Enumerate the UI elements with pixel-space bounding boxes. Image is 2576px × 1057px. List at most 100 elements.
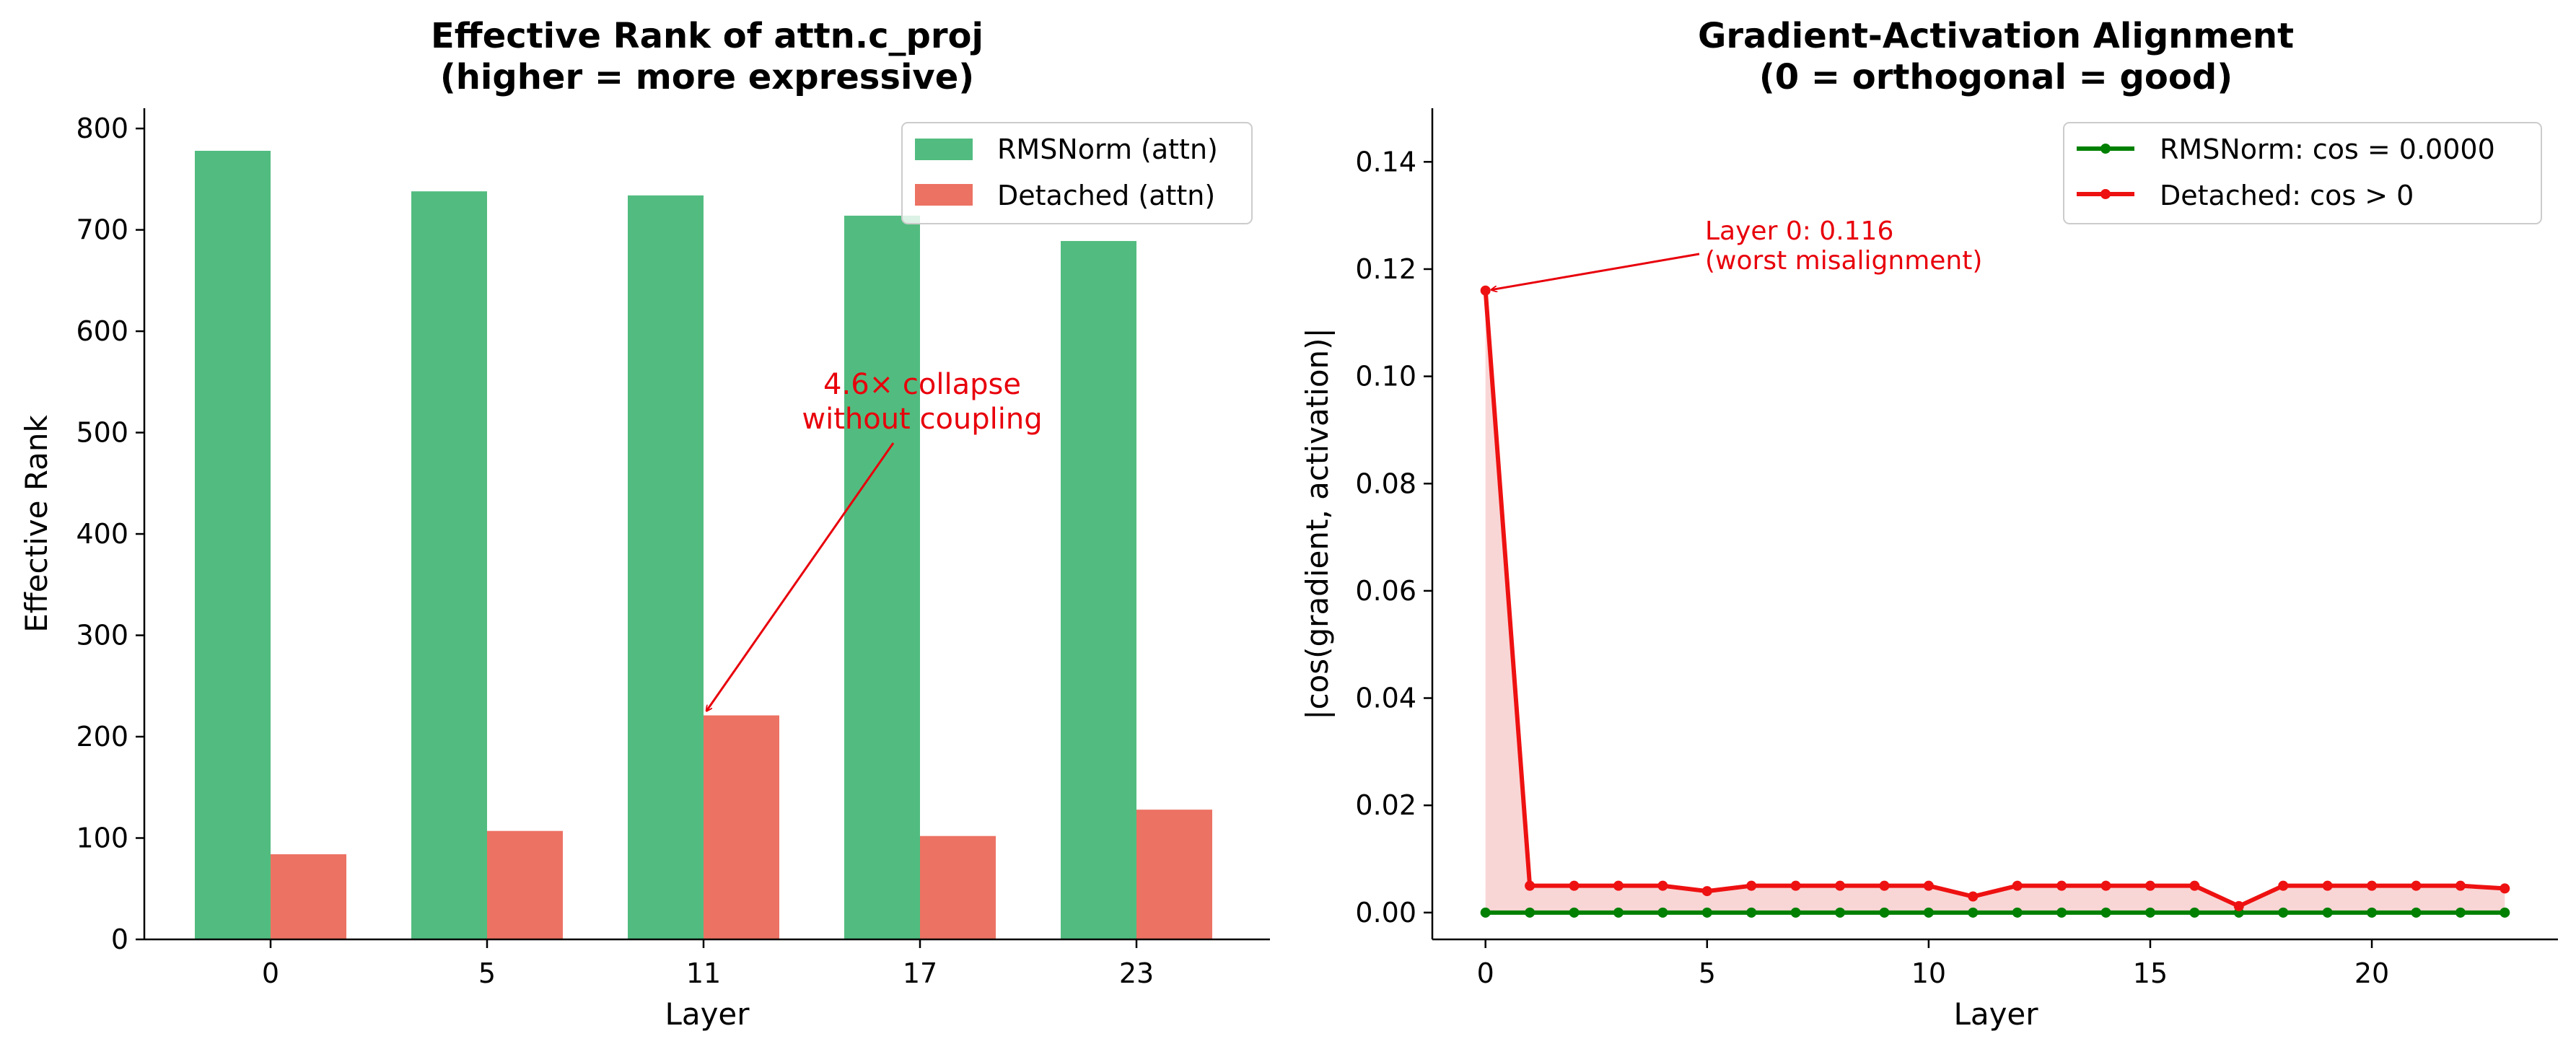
point-detached-cos-0-layer-15 (2145, 880, 2155, 891)
legend-swatch-rmsnorm-attn (915, 139, 973, 160)
left-y-axis-ticks: 0 100 200 300 400 500 600 700 800 (76, 113, 144, 955)
point-rmsnorm-cos-0-0000-layer-4 (1657, 907, 1668, 918)
point-rmsnorm-cos-0-0000-layer-23 (2500, 907, 2510, 918)
left-title-line1: Effective Rank of attn.c_proj (431, 16, 983, 56)
point-rmsnorm-cos-0-0000-layer-6 (1746, 907, 1757, 918)
point-rmsnorm-cos-0-0000-layer-21 (2411, 907, 2422, 918)
collapse-annotation: 4.6× collapse without coupling (706, 368, 1043, 711)
left-y-tick-label: 700 (76, 214, 128, 246)
right-y-tick-label: 0.06 (1355, 575, 1416, 607)
right-legend-frame (2063, 122, 2542, 224)
point-detached-cos-0-layer-22 (2455, 880, 2466, 891)
legend-label-rmsnorm-attn: RMSNorm (attn) (997, 133, 1218, 165)
point-detached-cos-0-layer-12 (2012, 880, 2023, 891)
right-x-tick-label: 0 (1477, 957, 1494, 989)
left-y-tick-label: 400 (76, 518, 128, 550)
point-rmsnorm-cos-0-0000-layer-16 (2189, 907, 2200, 918)
point-detached-cos-0-layer-6 (1746, 880, 1757, 891)
point-rmsnorm-cos-0-0000-layer-18 (2278, 907, 2289, 918)
legend-label-detached-attn: Detached (attn) (997, 180, 1215, 211)
point-rmsnorm-cos-0-0000-layer-9 (1879, 907, 1890, 918)
bar-detached-attn-layer-11 (704, 715, 779, 939)
collapse-annotation-line2: without coupling (802, 403, 1042, 436)
point-detached-cos-0-layer-9 (1879, 880, 1890, 891)
right-x-axis-ticks: 0 5 10 15 20 (1477, 939, 2389, 989)
point-rmsnorm-cos-0-0000-layer-7 (1790, 907, 1801, 918)
point-detached-cos-0-layer-21 (2411, 880, 2422, 891)
bar-detached-attn-layer-17 (920, 835, 996, 939)
left-legend-frame (901, 122, 1253, 224)
point-rmsnorm-cos-0-0000-layer-1 (1525, 907, 1535, 918)
line-detached-cos-0 (1483, 290, 2505, 908)
point-detached-cos-0-layer-19 (2322, 880, 2333, 891)
point-rmsnorm-cos-0-0000-layer-2 (1569, 907, 1580, 918)
left-y-axis-label: Effective Rank (19, 415, 54, 633)
right-title-line1: Gradient-Activation Alignment (1698, 16, 2294, 56)
point-rmsnorm-cos-0-0000-layer-14 (2100, 907, 2111, 918)
right-y-axis-label: |cos(gradient, activation)| (1300, 328, 1335, 719)
point-detached-cos-0-layer-2 (1569, 880, 1580, 891)
bar-detached-attn-layer-5 (487, 830, 563, 939)
left-y-tick-label: 600 (76, 315, 128, 347)
legend-label-rmsnorm: RMSNorm: cos = 0.0000 (2160, 133, 2495, 165)
left-y-tick-label: 200 (76, 721, 128, 753)
left-bars (195, 151, 1212, 940)
point-detached-cos-0-layer-7 (1790, 880, 1801, 891)
point-detached-cos-0-layer-18 (2278, 880, 2289, 891)
left-y-tick-label: 100 (76, 823, 128, 854)
right-x-tick-label: 10 (1911, 957, 1946, 989)
right-y-tick-label: 0.08 (1355, 468, 1416, 499)
left-y-tick-label: 0 (111, 924, 128, 955)
left-title-line2: (higher = more expressive) (440, 57, 974, 97)
point-detached-cos-0-layer-14 (2100, 880, 2111, 891)
misalignment-annotation: Layer 0: 0.116 (worst misalignment) (1491, 216, 1982, 290)
left-y-tick-label: 800 (76, 113, 128, 144)
collapse-annotation-line1: 4.6× collapse (823, 368, 1021, 401)
right-x-tick-label: 20 (2354, 957, 2389, 989)
point-rmsnorm-cos-0-0000-layer-12 (2012, 907, 2023, 918)
left-x-axis-ticks: 0 5 11 17 23 (262, 939, 1154, 989)
legend-marker-detached (2100, 189, 2111, 199)
bar-detached-attn-layer-0 (271, 854, 346, 939)
point-rmsnorm-cos-0-0000-layer-5 (1701, 907, 1712, 918)
bar-rmsnorm-attn-layer-0 (195, 151, 271, 939)
point-rmsnorm-cos-0-0000-layer-8 (1835, 907, 1846, 918)
misalignment-annotation-line2: (worst misalignment) (1705, 246, 1982, 276)
left-x-tick-label: 11 (686, 957, 721, 989)
point-detached-cos-0-layer-23 (2500, 883, 2510, 894)
detached-area-fill (1485, 290, 2505, 913)
point-rmsnorm-cos-0-0000-layer-0 (1480, 907, 1491, 918)
left-y-tick-label: 300 (76, 620, 128, 652)
point-detached-cos-0-layer-8 (1835, 880, 1846, 891)
right-legend: RMSNorm: cos = 0.0000 Detached: cos > 0 (2063, 122, 2542, 224)
point-detached-cos-0-layer-20 (2367, 880, 2378, 891)
right-y-tick-label: 0.10 (1355, 361, 1416, 392)
point-detached-cos-0-layer-4 (1657, 880, 1668, 891)
right-y-tick-label: 0.12 (1355, 253, 1416, 285)
point-rmsnorm-cos-0-0000-layer-10 (1923, 907, 1934, 918)
left-legend: RMSNorm (attn) Detached (attn) (901, 122, 1253, 224)
legend-marker-rmsnorm (2100, 144, 2111, 154)
point-rmsnorm-cos-0-0000-layer-13 (2056, 907, 2067, 918)
left-x-tick-label: 5 (478, 957, 496, 989)
point-rmsnorm-cos-0-0000-layer-20 (2367, 907, 2378, 918)
right-x-tick-label: 15 (2133, 957, 2168, 989)
effective-rank-chart: Effective Rank of attn.c_proj (higher = … (19, 16, 1270, 1032)
point-rmsnorm-cos-0-0000-layer-19 (2322, 907, 2333, 918)
right-y-axis-ticks: 0.00 0.02 0.04 0.06 0.08 0.10 0.12 0.14 (1355, 146, 1432, 929)
point-detached-cos-0-layer-13 (2056, 880, 2067, 891)
point-detached-cos-0-layer-11 (1968, 891, 1979, 902)
misalignment-annotation-line1: Layer 0: 0.116 (1705, 216, 1893, 246)
point-rmsnorm-cos-0-0000-layer-15 (2145, 907, 2155, 918)
point-detached-cos-0-layer-3 (1613, 880, 1624, 891)
collapse-annotation-arrow (706, 442, 895, 711)
point-rmsnorm-cos-0-0000-layer-22 (2455, 907, 2466, 918)
alignment-chart: Gradient-Activation Alignment (0 = ortho… (1300, 16, 2558, 1032)
right-x-axis-label: Layer (1953, 996, 2038, 1032)
bar-rmsnorm-attn-layer-5 (411, 191, 487, 940)
right-y-tick-label: 0.02 (1355, 789, 1416, 821)
point-rmsnorm-cos-0-0000-layer-3 (1613, 907, 1624, 918)
right-y-tick-label: 0.04 (1355, 683, 1416, 714)
point-detached-cos-0-layer-10 (1923, 880, 1934, 891)
